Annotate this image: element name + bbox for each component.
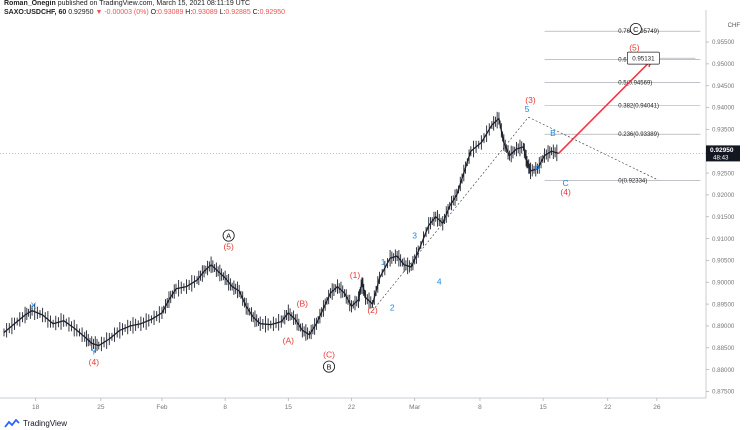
- y-tick-label: 0.95000: [712, 61, 735, 68]
- close-value: 0.92950: [259, 9, 285, 16]
- y-tick-label: 0.88500: [712, 345, 735, 352]
- x-tick-label: 15: [540, 404, 548, 411]
- wave-label: 5: [525, 104, 530, 114]
- wave-label: B: [327, 363, 332, 372]
- price-change: ▼ -0.00003 (0%): [95, 9, 149, 16]
- currency-label: CHF: [728, 23, 741, 29]
- wave-label: C: [633, 25, 639, 34]
- symbol-label[interactable]: SAXO:USDCHF, 60: [4, 9, 67, 16]
- y-tick-label: 0.90500: [712, 258, 735, 265]
- trend-line-upper: [372, 116, 529, 311]
- wave-label: (5): [223, 241, 234, 251]
- y-tick-label: 0.94500: [712, 83, 735, 90]
- y-tick-label: 0.94000: [712, 105, 735, 112]
- y-tick-label: 0.89000: [712, 323, 735, 330]
- y-tick-label: 0.92000: [712, 192, 735, 199]
- wave-label: 1: [381, 257, 386, 267]
- x-tick-label: 15: [285, 404, 293, 411]
- last-price: 0.92950: [68, 9, 94, 16]
- author-name: Roman_Onegin: [4, 0, 56, 7]
- y-tick-label: 0.87500: [712, 389, 735, 396]
- fib-label: 0(0.92334): [618, 178, 647, 184]
- close-label: C:: [252, 9, 260, 16]
- target-price-label: 0.95131: [632, 55, 655, 62]
- low-value: 0.92885: [225, 9, 251, 16]
- x-tick-label: Feb: [156, 404, 168, 411]
- wave-circle-marker: [222, 229, 235, 242]
- x-tick-label: 8: [223, 404, 227, 411]
- wave-label: (C): [323, 349, 335, 359]
- footer-brand-label: TradingView: [23, 419, 68, 428]
- price-series-line: [3, 117, 559, 347]
- wave-label: A: [535, 163, 541, 173]
- x-tick-label: 8: [478, 404, 482, 411]
- trend-line-lower: [528, 116, 659, 181]
- publish-line: Roman_Onegin published on TradingView.co…: [4, 0, 250, 7]
- fib-label: 0.236(0.93389): [618, 132, 659, 138]
- wave-label: (A): [283, 335, 295, 345]
- wave-label: (2): [367, 305, 378, 315]
- open-value: 0.93089: [158, 9, 184, 16]
- x-tick-label: 18: [32, 404, 40, 411]
- y-tick-label: 0.95500: [712, 39, 735, 46]
- low-label: L:: [219, 9, 226, 16]
- wave-label: (4): [560, 187, 571, 197]
- symbol-line: SAXO:USDCHF, 60 0.92950 ▼ -0.00003 (0%) …: [4, 9, 285, 16]
- y-tick-label: 0.90000: [712, 279, 735, 286]
- fib-label: 0.5(0.94569): [618, 81, 652, 87]
- y-tick-label: 0.89500: [712, 301, 735, 308]
- x-tick-label: 26: [653, 404, 661, 411]
- current-price-countdown: 48:43: [713, 154, 729, 161]
- y-tick-label: 0.92500: [712, 170, 735, 177]
- current-price-tag: [706, 145, 740, 162]
- y-tick-label: 0.91000: [712, 236, 735, 243]
- wave-circle-marker: [629, 22, 642, 35]
- fib-label: 0.382(0.94041): [618, 104, 659, 110]
- wave-label: (5): [629, 42, 640, 52]
- wave-label: (4): [89, 357, 100, 367]
- wave-label: X: [31, 300, 37, 310]
- wave-label: 3: [412, 231, 417, 241]
- x-tick-label: Mar: [409, 404, 421, 411]
- x-tick-label: 22: [348, 404, 356, 411]
- y-tick-label: 0.88000: [712, 367, 735, 374]
- wave-label: (3): [525, 95, 536, 105]
- published-text: published on TradingView.com, March 15, …: [57, 0, 251, 7]
- wave-label: 2: [390, 303, 395, 313]
- y-tick-label: 0.93500: [712, 127, 735, 134]
- wave-label: C: [563, 178, 569, 188]
- x-tick-label: 25: [97, 404, 105, 411]
- high-label: H:: [185, 9, 193, 16]
- wave-circle-marker: [323, 360, 336, 373]
- wave-label: Y: [91, 346, 97, 356]
- open-label: O:: [150, 9, 159, 16]
- wave-label: (B): [297, 298, 309, 308]
- x-tick-label: 22: [604, 404, 612, 411]
- y-tick-label: 0.91500: [712, 214, 735, 221]
- wave-label: 4: [437, 276, 442, 286]
- projection-arrow-line: [558, 59, 652, 154]
- high-value: 0.93089: [192, 9, 218, 16]
- wave-label: B: [550, 128, 556, 138]
- wave-label: A: [226, 232, 231, 241]
- tradingview-logo-icon: [4, 419, 20, 428]
- footer-brand[interactable]: TradingView: [4, 419, 67, 428]
- current-price-label: 0.92950: [710, 147, 734, 154]
- wave-label: (1): [350, 270, 361, 280]
